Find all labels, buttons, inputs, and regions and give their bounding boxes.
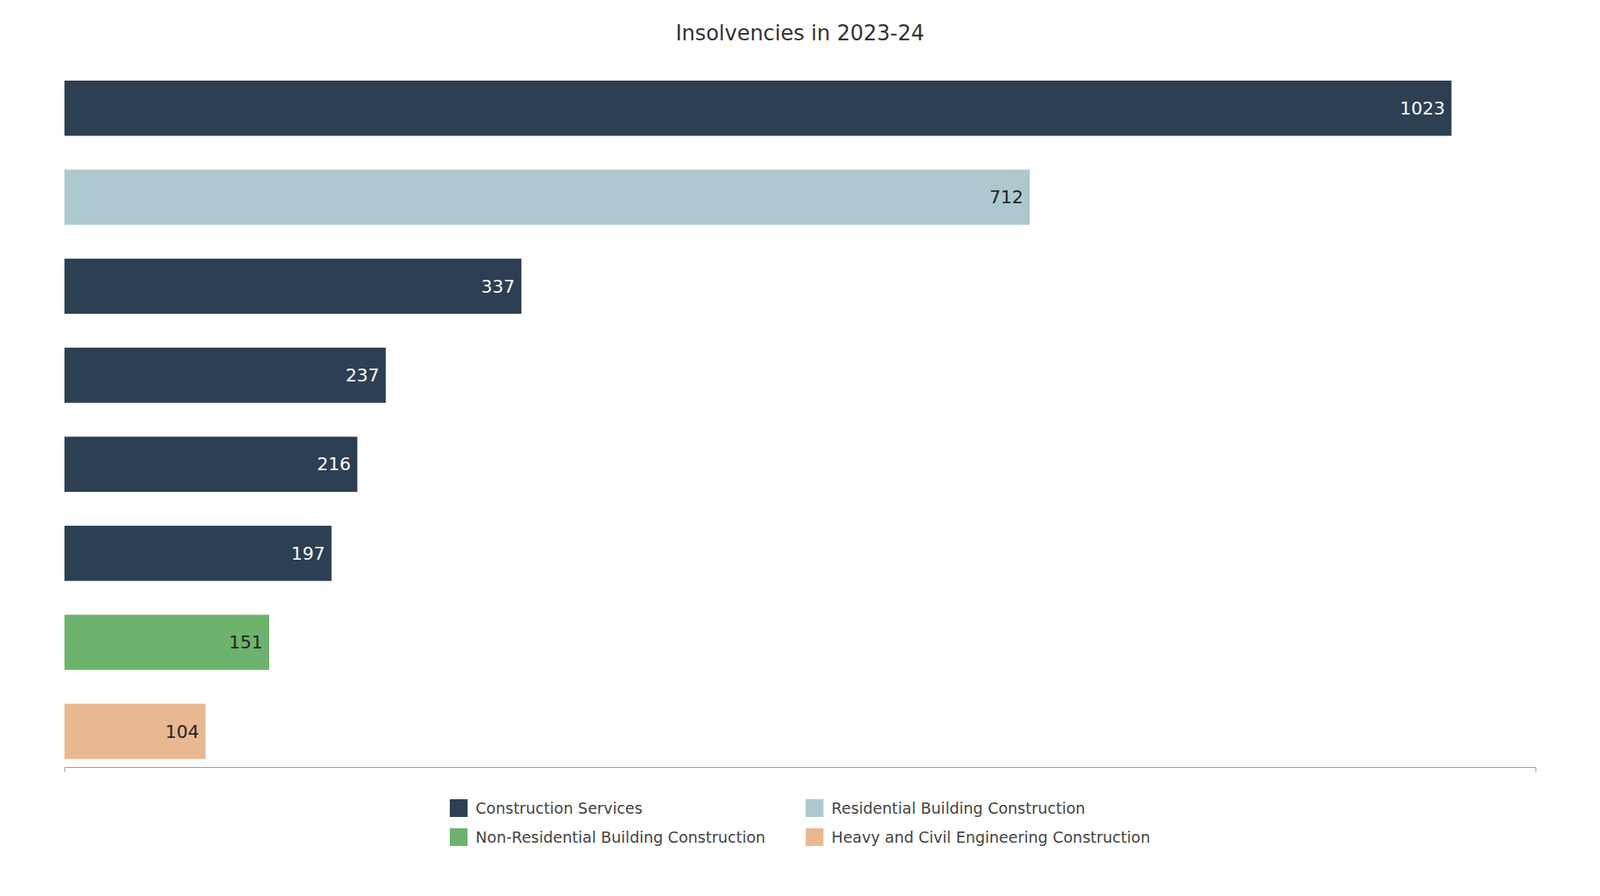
bar [64,436,358,491]
legend-swatch [449,798,468,817]
bar [64,703,206,759]
legend: Construction Services Residential Buildin… [449,798,1151,846]
data-label: 712 [989,187,1024,208]
bar [64,80,1452,136]
chart: 1023 337 237 216 197 712 151 104 Insolvencies in… [0,0,1600,896]
plot-area: 1023 337 237 216 197 712 151 104 [64,80,1537,772]
chart-title: Insolvencies in 2023-24 [675,20,925,46]
data-label: 151 [228,631,263,653]
legend-label: Construction Services [475,798,643,817]
legend-item: Non-Residential Building Construction [449,827,766,846]
data-labels: 1023 337 237 216 197 712 151 104 [165,98,1446,742]
legend-label: Residential Building Construction [831,798,1086,817]
legend-item: Heavy and Civil Engineering Construction [806,827,1151,846]
data-label: 337 [481,276,516,297]
data-label: 237 [345,365,380,386]
bars [64,80,1452,759]
data-label: 104 [165,721,200,742]
legend-label: Non-Residential Building Construction [475,827,766,846]
data-label: 197 [290,543,325,564]
legend-swatch [806,827,824,846]
legend-item: Construction Services [449,798,643,817]
legend-swatch [806,798,824,817]
x-axis [65,767,1537,773]
legend-label: Heavy and Civil Engineering Construction [831,827,1151,846]
bar [64,258,522,314]
bar [64,614,270,670]
bar [64,169,1031,225]
x-axis-line [65,767,1537,773]
legend-item: Residential Building Construction [806,798,1086,817]
legend-swatch [449,827,468,846]
bar [64,347,387,403]
bar [64,525,332,581]
data-label: 216 [316,453,351,474]
data-label: 1023 [1400,98,1446,119]
